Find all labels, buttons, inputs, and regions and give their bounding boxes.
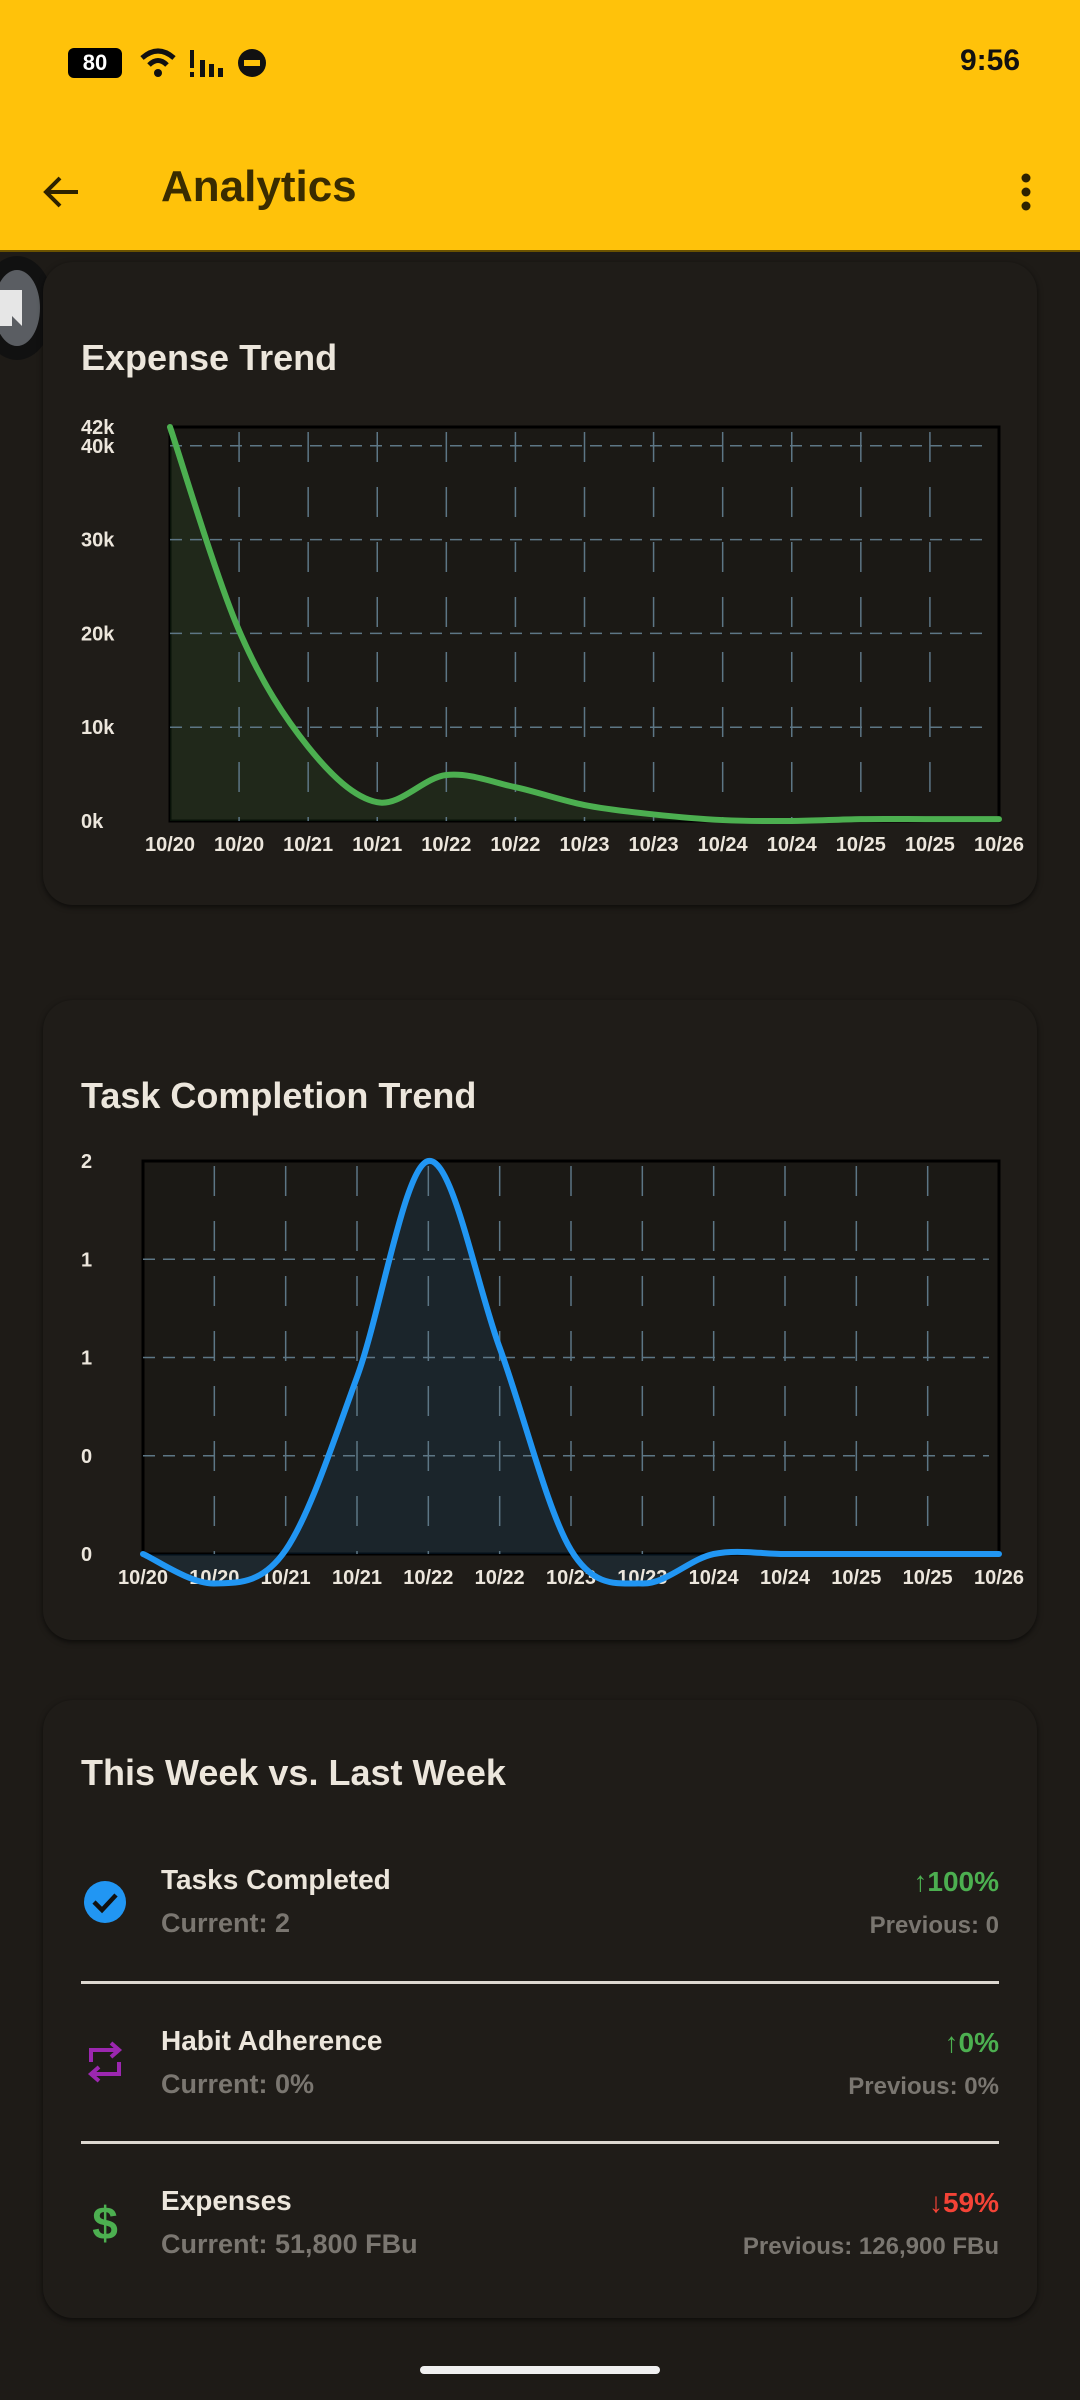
x-tick-label: 10/23 (559, 834, 609, 856)
x-tick-label: 10/21 (261, 1567, 311, 1589)
arrow-up-icon: ↑ (944, 2027, 959, 2058)
y-tick-label: 1 (81, 1249, 92, 1271)
x-tick-label: 10/24 (689, 1567, 740, 1589)
task-trend-title: Task Completion Trend (81, 1075, 477, 1116)
row-change: ↓59% (928, 2187, 999, 2218)
wifi-icon (140, 48, 176, 77)
row-change: ↑0% (944, 2027, 999, 2058)
expense-trend-title: Expense Trend (81, 337, 338, 378)
arrow-down-icon: ↓ (928, 2187, 943, 2218)
x-tick-label: 10/21 (332, 1567, 382, 1589)
x-tick-label: 10/22 (421, 834, 471, 856)
clock: 9:56 (959, 44, 1020, 77)
app-logo-icon (0, 290, 22, 326)
y-tick-label: 30k (81, 530, 115, 552)
comparison-title: This Week vs. Last Week (81, 1752, 506, 1793)
row-current: Current: 2 (161, 1908, 291, 1938)
y-tick-label: 20k (81, 623, 115, 645)
y-tick-label: 42k (81, 417, 115, 439)
row-label: Tasks Completed (161, 1864, 391, 1895)
x-tick-label: 10/25 (903, 1567, 953, 1589)
row-previous: Previous: 0% (848, 2073, 999, 2100)
x-tick-label: 10/25 (905, 834, 955, 856)
check-circle-icon (84, 1881, 126, 1923)
x-tick-label: 10/23 (546, 1567, 596, 1589)
row-label: Expenses (161, 2185, 292, 2216)
x-tick-label: 10/24 (767, 834, 818, 856)
signal-icon (190, 50, 223, 77)
x-tick-label: 10/26 (974, 1567, 1024, 1589)
y-tick-label: 10k (81, 717, 115, 739)
app-bar: Analytics (0, 130, 1080, 252)
area-fill (170, 427, 999, 822)
y-tick-label: 0 (81, 1446, 92, 1468)
x-tick-label: 10/24 (760, 1567, 811, 1589)
row-current: Current: 51,800 FBu (161, 2229, 418, 2259)
status-bar: 80 9:56 (0, 0, 1080, 130)
y-tick-label: 0 (81, 1544, 92, 1566)
page-title: Analytics (161, 162, 357, 211)
y-tick-label: 2 (81, 1151, 92, 1173)
x-tick-label: 10/20 (118, 1567, 168, 1589)
x-tick-label: 10/25 (831, 1567, 881, 1589)
arrow-up-icon: ↑ (913, 1866, 928, 1897)
divider (81, 1981, 999, 1984)
x-tick-label: 10/25 (836, 834, 886, 856)
x-tick-label: 10/26 (974, 834, 1024, 856)
x-tick-label: 10/20 (214, 834, 264, 856)
x-tick-label: 10/20 (145, 834, 195, 856)
row-change: ↑100% (913, 1866, 999, 1897)
row-previous: Previous: 126,900 FBu (742, 2233, 999, 2260)
row-label: Habit Adherence (161, 2025, 383, 2056)
series-line (140, 1158, 1002, 1587)
x-tick-label: 10/22 (490, 834, 540, 856)
back-arrow-icon[interactable] (40, 170, 84, 214)
dollar-icon: $ (92, 2197, 118, 2249)
x-tick-label: 10/23 (629, 834, 679, 856)
x-tick-label: 10/21 (352, 834, 402, 856)
repeat-icon (87, 2041, 123, 2083)
divider (81, 2141, 999, 2144)
x-tick-label: 10/22 (403, 1567, 453, 1589)
x-tick-label: 10/22 (475, 1567, 525, 1589)
y-tick-label: 40k (81, 436, 115, 458)
battery-indicator: 80 (68, 48, 122, 78)
row-current: Current: 0% (161, 2069, 315, 2099)
do-not-disturb-icon (238, 49, 266, 77)
x-tick-label: 10/21 (283, 834, 333, 856)
row-previous: Previous: 0 (869, 1912, 999, 1939)
more-options-icon[interactable] (1014, 170, 1038, 214)
y-tick-label: 0k (81, 811, 104, 833)
home-indicator[interactable] (420, 2366, 660, 2374)
area-fill (143, 1160, 999, 1584)
status-icons (140, 48, 266, 77)
x-tick-label: 10/24 (698, 834, 749, 856)
weekly-comparison-card (43, 1700, 1037, 2318)
series-line (167, 424, 1002, 825)
y-tick-label: 1 (81, 1348, 92, 1370)
floating-avatar[interactable] (0, 256, 54, 360)
